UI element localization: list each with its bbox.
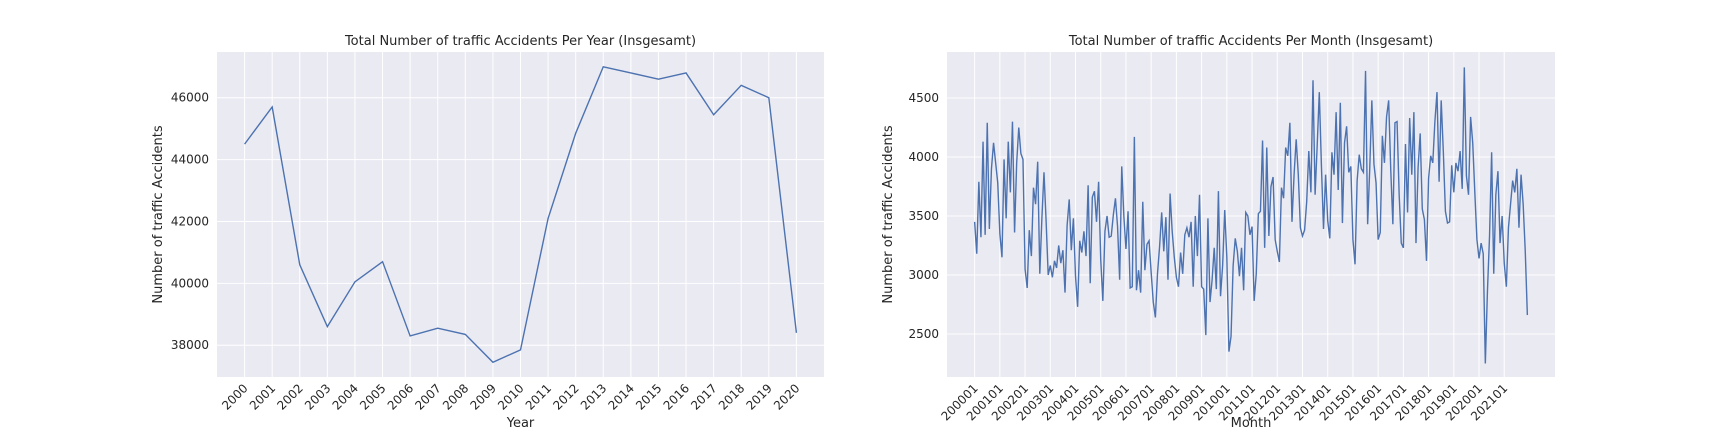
y-tick-label: 2500 [908, 327, 939, 341]
x-tick-label: 2015 [633, 381, 664, 412]
x-tick-label: 2012 [550, 381, 581, 412]
x-tick-label: 2009 [468, 381, 499, 412]
x-tick-label: 2018 [716, 381, 747, 412]
chart-title: Total Number of traffic Accidents Per Ye… [344, 34, 696, 49]
x-tick-label: 2006 [385, 381, 416, 412]
chart: 3800040000420004400046000200020012002200… [151, 34, 824, 431]
y-tick-label: 44000 [171, 153, 209, 167]
x-tick-label: 2002 [274, 381, 305, 412]
x-axis-label: Month [1231, 416, 1272, 431]
y-tick-label: 42000 [171, 214, 209, 228]
x-tick-label: 2010 [495, 381, 526, 412]
x-tick-label: 2000 [219, 381, 250, 412]
x-tick-label: 2014 [605, 381, 636, 412]
x-tick-label: 2011 [523, 381, 554, 412]
x-tick-label: 2004 [330, 381, 361, 412]
x-tick-label: 2003 [302, 381, 333, 412]
y-tick-label: 4500 [908, 91, 939, 105]
chart: 2500300035004000450020000120010120020120… [881, 34, 1555, 431]
x-tick-label: 2007 [412, 381, 443, 412]
series-line [244, 65, 798, 364]
series-line [973, 67, 1529, 364]
y-tick-label: 3500 [908, 209, 939, 223]
x-tick-label: 2019 [743, 381, 774, 412]
x-tick-label: 2001 [247, 381, 278, 412]
x-tick-label: 2013 [578, 381, 609, 412]
y-tick-label: 3000 [908, 268, 939, 282]
y-axis-label: Number of traffic Accidents [151, 125, 166, 303]
x-tick-label: 2008 [440, 381, 471, 412]
y-tick-label: 40000 [171, 276, 209, 290]
x-tick-label: 2020 [771, 381, 802, 412]
x-tick-label: 2016 [661, 381, 692, 412]
y-axis-label: Number of traffic Accidents [881, 125, 896, 303]
y-tick-label: 38000 [171, 338, 209, 352]
x-tick-label: 2005 [357, 381, 388, 412]
chart-title: Total Number of traffic Accidents Per Mo… [1068, 34, 1433, 49]
x-axis-label: Year [506, 416, 535, 431]
y-tick-label: 4000 [908, 150, 939, 164]
y-tick-label: 46000 [171, 91, 209, 105]
x-tick-label: 2017 [688, 381, 719, 412]
